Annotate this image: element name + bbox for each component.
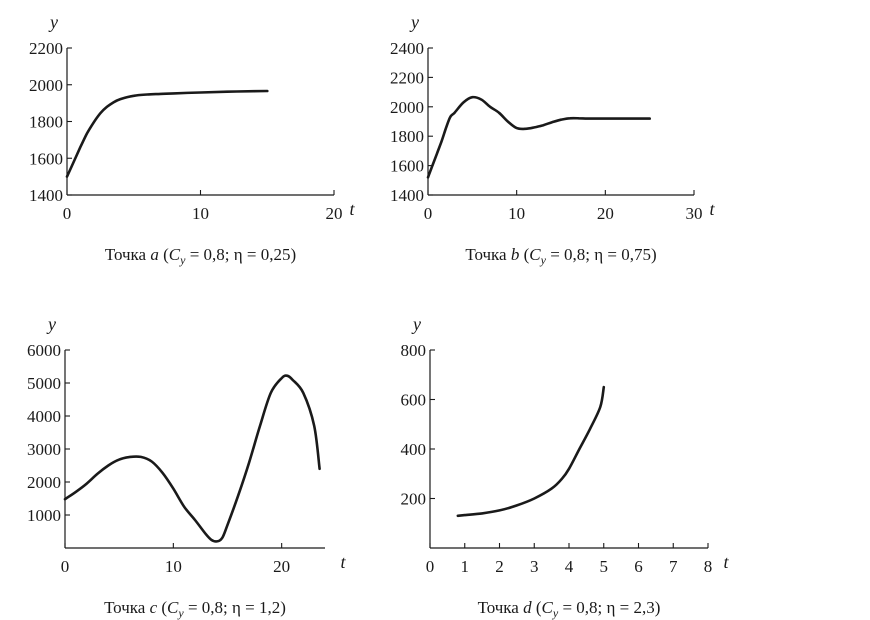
caption-d: Точка d (Cy = 0,8; η = 2,3): [478, 598, 661, 620]
y-tick-label-a-2200: 2200: [29, 39, 63, 58]
x-tick-label-b-20: 20: [597, 204, 614, 223]
x-axis-label-a: t: [349, 199, 355, 219]
y-tick-label-d-600: 600: [401, 391, 427, 410]
x-tick-label-b-10: 10: [508, 204, 525, 223]
y-tick-label-a-2000: 2000: [29, 76, 63, 95]
caption-b: Точка b (Cy = 0,8; η = 0,75): [465, 245, 656, 267]
caption-part-d-3: C: [542, 598, 554, 617]
caption-part-b-3: C: [529, 245, 541, 264]
y-axis-label-b: y: [409, 12, 419, 32]
chart-d: 200 400 600 800 0 1 2 3 4 5 6 7 8 y t Точка d (Cy = 0,8…: [401, 314, 730, 620]
y-tick-label-a-1600: 1600: [29, 149, 63, 168]
x-tick-label-d-4: 4: [565, 557, 574, 576]
y-tick-label-d-200: 200: [401, 490, 427, 509]
x-axis-label-d: t: [723, 552, 729, 572]
x-tick-label-c-20: 20: [273, 557, 290, 576]
y-tick-label-a-1800: 1800: [29, 113, 63, 132]
caption-part-d-1: d: [523, 598, 532, 617]
caption-part-d-5: = 0,8; η = 2,3): [558, 598, 660, 617]
y-tick-label-d-400: 400: [401, 440, 427, 459]
y-tick-label-c-5000: 5000: [27, 374, 61, 393]
y-axis-label-c: y: [46, 314, 56, 334]
caption-part-b-1: b: [511, 245, 520, 264]
y-axis-label-d: y: [411, 314, 421, 334]
caption-part-c-4: y: [177, 606, 184, 620]
y-tick-label-a-1400: 1400: [29, 186, 63, 205]
series-line-a-0: [65, 89, 269, 178]
x-tick-label-d-5: 5: [600, 557, 609, 576]
y-tick-label-b-2200: 2200: [390, 68, 424, 87]
caption-part-b-2: (: [519, 245, 529, 264]
x-tick-label-d-6: 6: [634, 557, 643, 576]
chart-b: 1400 1600 1800 2000 2200 2400 0 10 20 30 y t Точка b…: [390, 12, 715, 267]
x-tick-label-d-3: 3: [530, 557, 539, 576]
y-tick-label-c-2000: 2000: [27, 473, 61, 492]
chart-c: 1000 2000 3000 4000 5000 6000 0 10 20 y t Точка c (…: [27, 314, 346, 620]
caption-part-c-0: Точка: [104, 598, 150, 617]
x-tick-label-a-20: 20: [326, 204, 343, 223]
y-tick-label-b-2400: 2400: [390, 39, 424, 58]
series-line-c-0: [63, 374, 321, 543]
x-tick-label-a-0: 0: [63, 204, 72, 223]
x-tick-label-c-10: 10: [165, 557, 182, 576]
x-tick-label-a-10: 10: [192, 204, 209, 223]
y-tick-label-d-800: 800: [401, 341, 427, 360]
caption-part-b-5: = 0,8; η = 0,75): [546, 245, 657, 264]
y-tick-label-c-6000: 6000: [27, 341, 61, 360]
x-tick-label-d-1: 1: [461, 557, 470, 576]
x-axis-label-c: t: [340, 552, 346, 572]
y-tick-label-c-1000: 1000: [27, 506, 61, 525]
y-axis-label-a: y: [48, 12, 58, 32]
series-line-d-0: [456, 385, 606, 518]
x-axis-label-b: t: [709, 199, 715, 219]
caption-part-c-5: = 0,8; η = 1,2): [184, 598, 286, 617]
caption-part-a-1: a: [150, 245, 159, 264]
y-tick-label-b-2000: 2000: [390, 98, 424, 117]
caption-part-a-3: C: [169, 245, 181, 264]
series-line-b-0: [426, 95, 651, 179]
y-tick-label-c-3000: 3000: [27, 440, 61, 459]
caption-part-d-2: (: [532, 598, 542, 617]
x-tick-label-d-8: 8: [704, 557, 713, 576]
y-tick-label-b-1400: 1400: [390, 186, 424, 205]
caption-part-c-2: (: [157, 598, 167, 617]
caption-part-b-4: y: [540, 253, 547, 267]
x-tick-label-d-2: 2: [495, 557, 504, 576]
caption-part-c-1: c: [150, 598, 158, 617]
caption-a: Точка a (Cy = 0,8; η = 0,25): [105, 245, 296, 267]
x-tick-label-b-30: 30: [686, 204, 703, 223]
chart-a: 1400 1600 1800 2000 2200 0 10 20 y t Точка a (Cy =…: [29, 12, 355, 267]
x-tick-label-c-0: 0: [61, 557, 70, 576]
caption-part-a-4: y: [179, 253, 186, 267]
caption-part-d-4: y: [552, 606, 559, 620]
y-tick-label-b-1600: 1600: [390, 157, 424, 176]
caption-part-a-0: Точка: [105, 245, 151, 264]
caption-part-a-5: = 0,8; η = 0,25): [185, 245, 296, 264]
caption-part-a-2: (: [159, 245, 169, 264]
caption-part-c-3: C: [167, 598, 179, 617]
x-tick-label-d-7: 7: [669, 557, 678, 576]
x-tick-label-d-0: 0: [426, 557, 435, 576]
x-tick-label-b-0: 0: [424, 204, 433, 223]
caption-c: Точка c (Cy = 0,8; η = 1,2): [104, 598, 286, 620]
y-tick-label-c-4000: 4000: [27, 407, 61, 426]
y-tick-label-b-1800: 1800: [390, 127, 424, 146]
caption-part-b-0: Точка: [465, 245, 511, 264]
caption-part-d-0: Точка: [478, 598, 524, 617]
